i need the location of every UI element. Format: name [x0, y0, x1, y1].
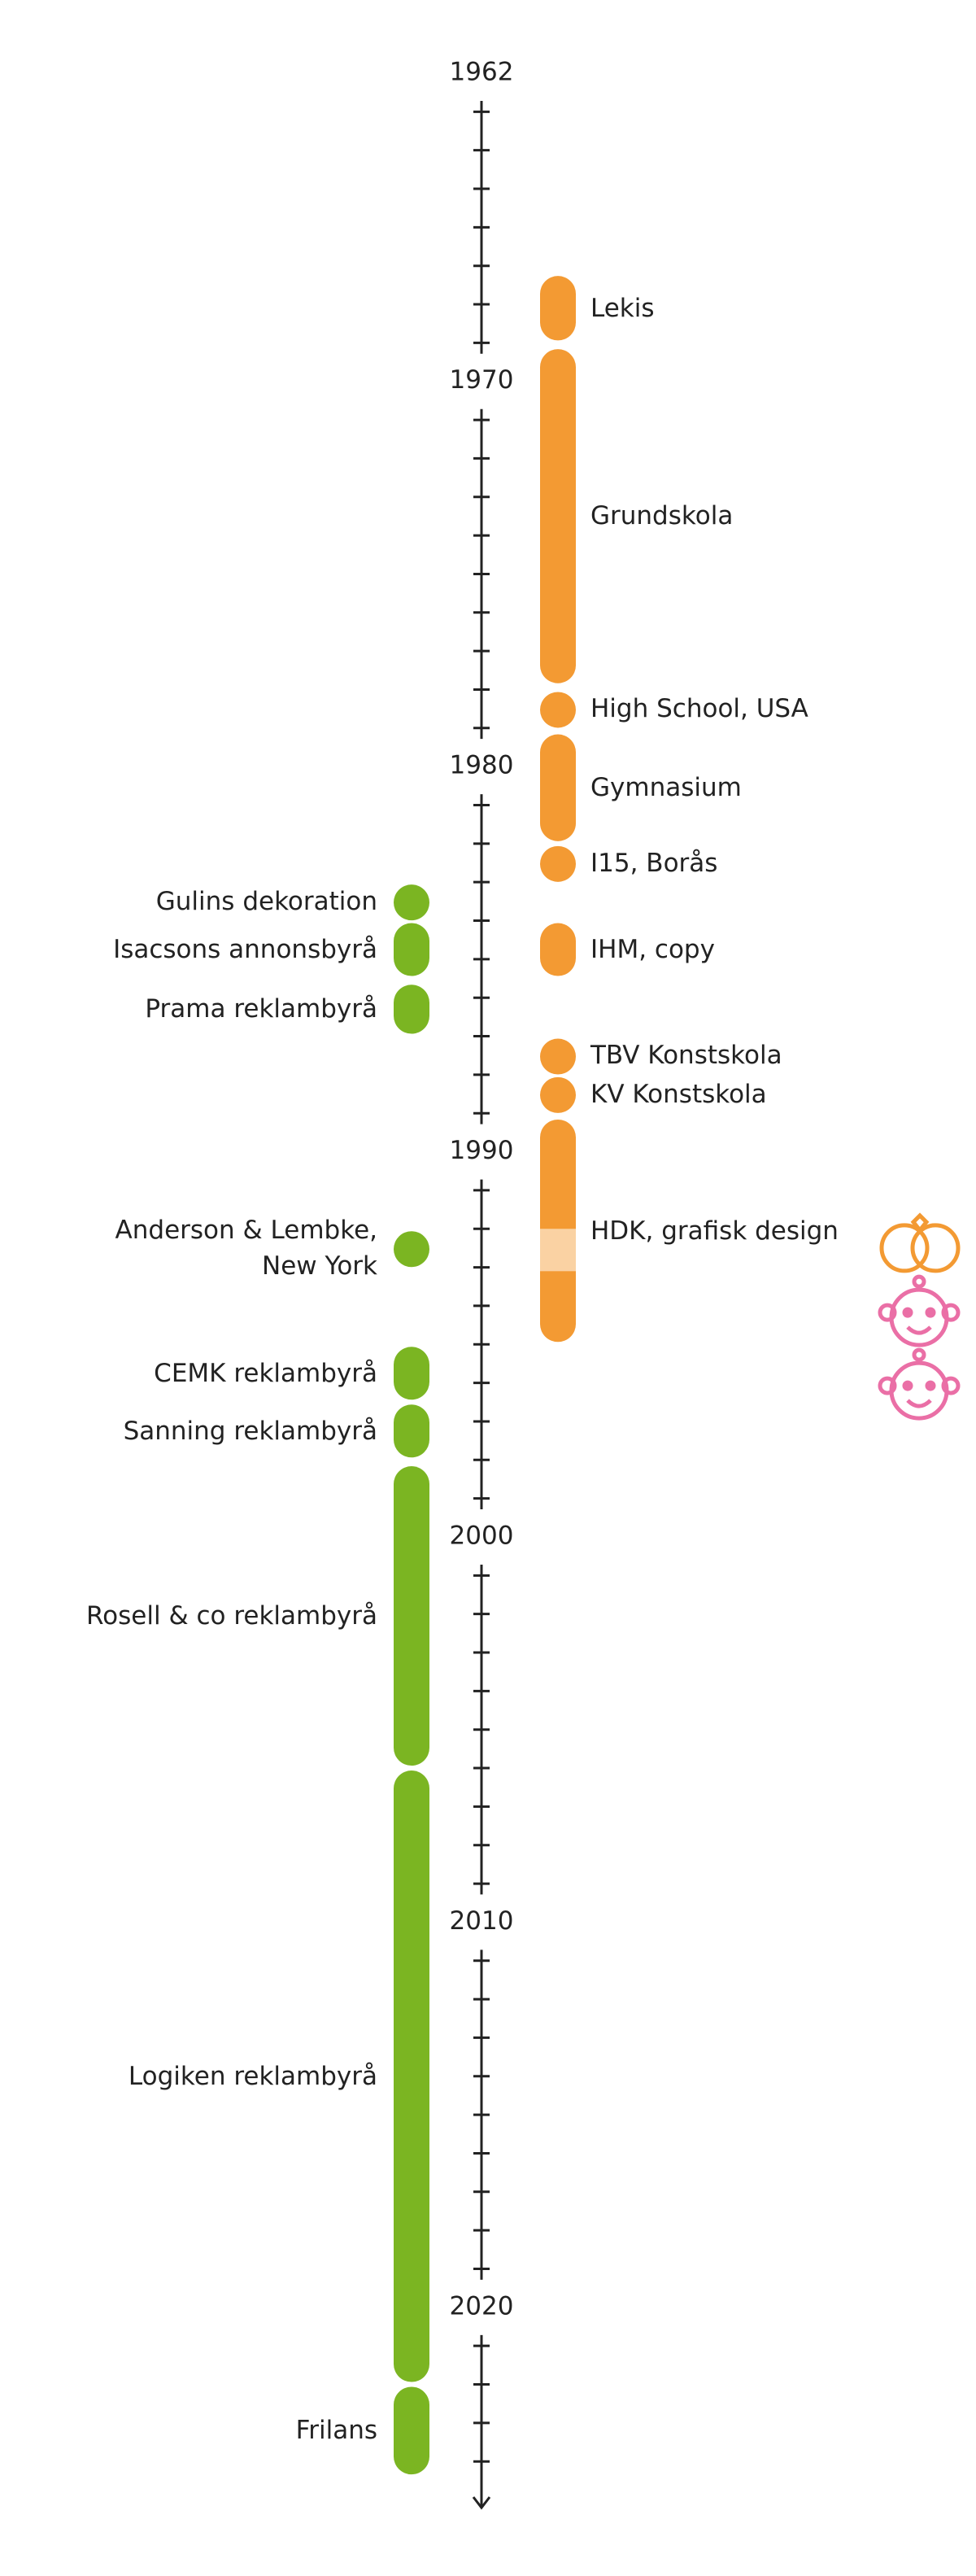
- event-label: High School, USA: [590, 694, 808, 724]
- event-label: Grundskola: [590, 501, 734, 531]
- year-label: 1980: [450, 751, 514, 780]
- event-label: IHM, copy: [590, 935, 715, 965]
- event-bar: [540, 1038, 576, 1075]
- event-label: CEMK reklambyrå: [154, 1358, 377, 1388]
- event-label: Prama reklambyrå: [145, 994, 377, 1024]
- event-label: Logiken reklambyrå: [128, 2061, 377, 2091]
- event-bar: [394, 985, 429, 1034]
- year-label: 1990: [450, 1136, 514, 1165]
- pause-segment: [540, 1229, 576, 1272]
- event-label: HDK, grafisk design: [590, 1216, 839, 1246]
- event-label: Rosell & co reklambyrå: [86, 1601, 377, 1631]
- year-label: 1962: [450, 58, 514, 87]
- baby-icon: [878, 1347, 961, 1421]
- event-label: Isacsons annonsbyrå: [113, 935, 377, 965]
- event-bar: [394, 1231, 429, 1268]
- year-label: 1970: [450, 365, 514, 395]
- event-label: Lekis: [590, 293, 655, 323]
- event-label: Sanning reklambyrå: [123, 1416, 377, 1446]
- year-label: 2010: [450, 1906, 514, 1936]
- event-bar: [394, 923, 429, 976]
- event-label: Gulins dekoration: [155, 886, 377, 916]
- event-label: KV Konstskola: [590, 1079, 767, 1109]
- event-bar: [540, 276, 576, 341]
- event-bar: [540, 1076, 576, 1113]
- event-bar: [540, 845, 576, 882]
- year-label: 2020: [450, 2291, 514, 2321]
- event-bar: [394, 1404, 429, 1458]
- axis-arrow: [472, 2496, 491, 2510]
- event-bar: [540, 349, 576, 683]
- event-label: Anderson & Lembke, New York: [115, 1215, 377, 1281]
- event-label: Frilans: [295, 2416, 377, 2446]
- event-bar: [394, 1770, 429, 2382]
- event-bar: [394, 1347, 429, 1400]
- event-bar: [394, 1466, 429, 1766]
- rings-icon: [879, 1212, 961, 1273]
- event-bar: [394, 884, 429, 921]
- event-bar: [540, 734, 576, 841]
- baby-icon: [878, 1274, 961, 1347]
- event-bar: [540, 692, 576, 728]
- event-label: Gymnasium: [590, 773, 742, 803]
- event-bar: [540, 923, 576, 976]
- event-label: I15, Borås: [590, 848, 718, 878]
- event-label: TBV Konstskola: [590, 1041, 782, 1071]
- event-bar: [394, 2386, 429, 2475]
- year-label: 2000: [450, 1521, 514, 1550]
